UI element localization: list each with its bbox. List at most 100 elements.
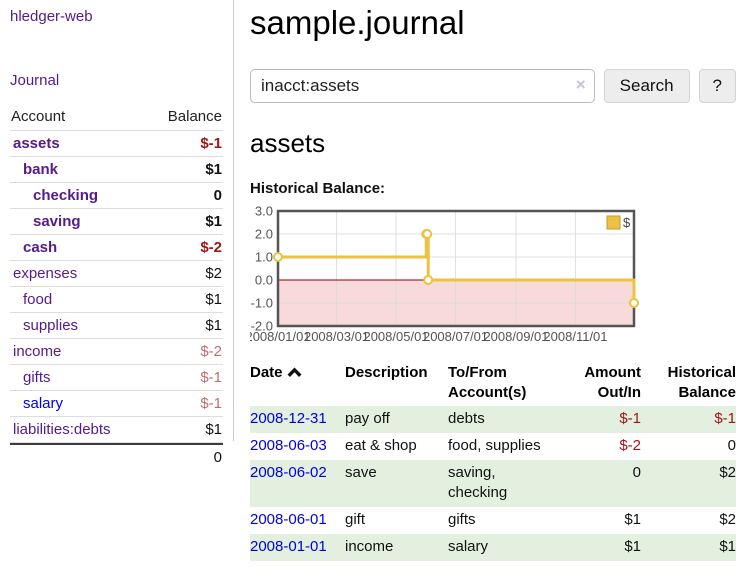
- register-row: 2008-06-03 eat & shop food, supplies $-2 0: [250, 433, 736, 460]
- svg-text:3.0: 3.0: [255, 205, 273, 219]
- account-row-supplies: supplies $1: [10, 313, 223, 339]
- register-amount: $1: [548, 534, 641, 561]
- accounts-header-account: Account: [11, 108, 66, 125]
- account-row-liabilities-debts: liabilities:debts $1: [10, 417, 223, 443]
- register-date-link[interactable]: 2008-01-01: [250, 538, 327, 555]
- register-accounts: debts: [448, 406, 548, 433]
- accounts-total-row: 0: [10, 443, 223, 470]
- account-row-expenses: expenses $2: [10, 261, 223, 287]
- register-date-link[interactable]: 2008-06-02: [250, 464, 327, 481]
- accounts-table-header: Account Balance: [10, 106, 223, 131]
- account-link-checking[interactable]: checking: [33, 187, 99, 204]
- svg-text:-2.0: -2.0: [251, 319, 273, 334]
- account-balance: $1: [205, 317, 222, 334]
- clear-search-icon[interactable]: ×: [575, 75, 586, 94]
- account-row-food: food $1: [10, 287, 223, 313]
- svg-text:1.0: 1.0: [255, 250, 273, 265]
- svg-text:2008/09/01: 2008/09/01: [483, 329, 548, 344]
- register-header-description: Description: [345, 364, 428, 381]
- account-balance: $1: [205, 161, 222, 178]
- search-box: ×: [250, 69, 595, 103]
- register-amount: $-2: [619, 437, 641, 454]
- register-description: gift: [345, 511, 366, 528]
- register-date-link[interactable]: 2008-06-01: [250, 511, 327, 528]
- account-link-supplies[interactable]: supplies: [23, 317, 79, 334]
- account-link-income[interactable]: income: [13, 343, 62, 360]
- account-link-gifts[interactable]: gifts: [23, 369, 51, 386]
- svg-text:2.0: 2.0: [255, 227, 273, 242]
- register-accounts: saving, checking: [448, 460, 548, 507]
- account-row-gifts: gifts $-1: [10, 365, 223, 391]
- account-row-salary: salary $-1: [10, 391, 223, 417]
- accounts-table: Account Balance assets $-1 bank $1 checking 0…: [10, 106, 223, 470]
- svg-text:2008/11/01: 2008/11/01: [543, 329, 607, 344]
- account-link-assets[interactable]: assets: [13, 135, 60, 152]
- register-amount: $1: [624, 511, 641, 528]
- account-balance: $-1: [200, 369, 222, 386]
- account-balance: $-1: [200, 135, 222, 152]
- svg-text:2008/07/01: 2008/07/01: [423, 329, 488, 344]
- register-description: save: [345, 460, 448, 507]
- svg-text:$: $: [623, 215, 631, 230]
- register-balance: $-1: [641, 406, 736, 433]
- register-header-balance: Historical Balance: [667, 364, 736, 401]
- register-accounts: salary: [448, 534, 548, 561]
- account-balance: $-2: [200, 343, 222, 360]
- chart-title: Historical Balance:: [250, 180, 386, 197]
- register-row: 2008-12-31 pay off debts $-1 $-1: [250, 406, 736, 433]
- register-balance: $1: [641, 534, 736, 561]
- register-header-date[interactable]: Date: [250, 361, 345, 406]
- register-table: Date Description To/From Account(s) Amou…: [250, 361, 736, 561]
- svg-text:2008/01/01: 2008/01/01: [250, 329, 311, 344]
- account-row-cash: cash $-2: [10, 235, 223, 261]
- search-button[interactable]: Search: [603, 69, 690, 103]
- register-balance: $2: [719, 511, 736, 528]
- help-button[interactable]: ?: [698, 69, 736, 103]
- account-row-saving: saving $1: [10, 209, 223, 235]
- svg-text:-1.0: -1.0: [251, 296, 273, 311]
- account-row-checking: checking 0: [10, 183, 223, 209]
- register-header-amount: Amount Out/In: [584, 364, 641, 401]
- register-amount: $-1: [548, 406, 641, 433]
- account-balance: $1: [205, 291, 222, 308]
- sidebar-item-journal[interactable]: Journal: [10, 72, 60, 89]
- app-title-link[interactable]: hledger-web: [10, 8, 93, 25]
- account-link-liabilities-debts[interactable]: liabilities:debts: [13, 421, 111, 438]
- accounts-total-value: 0: [213, 449, 222, 466]
- historical-balance-chart[interactable]: $3.0 2.0 1.0 0.0 -1.0 -2.0 2008/01/01 2008/03/0…: [245, 204, 736, 347]
- svg-text:2008/05/01: 2008/05/01: [363, 329, 428, 344]
- register-description: income: [345, 534, 448, 561]
- register-date-link[interactable]: 2008-06-03: [250, 437, 327, 454]
- register-row: 2008-06-01 gift gifts $1 $2: [250, 507, 736, 534]
- account-row-bank: bank $1: [10, 157, 223, 183]
- register-amount: 0: [548, 460, 641, 507]
- account-link-food[interactable]: food: [23, 291, 53, 308]
- register-description: eat & shop: [345, 437, 417, 454]
- search-input[interactable]: [250, 69, 595, 103]
- account-link-expenses[interactable]: expenses: [13, 265, 78, 282]
- account-link-salary[interactable]: salary: [23, 395, 64, 412]
- register-row: 2008-01-01 income salary $1 $1: [250, 534, 736, 561]
- account-link-cash[interactable]: cash: [23, 239, 58, 256]
- accounts-header-balance: Balance: [167, 108, 222, 125]
- register-header-accounts: To/From Account(s): [448, 364, 527, 401]
- register-date-link[interactable]: 2008-12-31: [250, 410, 327, 427]
- register-header-row: Date Description To/From Account(s) Amou…: [250, 361, 736, 406]
- search-form: × Search ?: [250, 69, 736, 103]
- account-link-saving[interactable]: saving: [33, 213, 81, 230]
- account-link-bank[interactable]: bank: [23, 161, 59, 178]
- account-heading: assets: [250, 128, 326, 158]
- register-row: 2008-06-02 save saving, checking 0 $2: [250, 460, 736, 507]
- account-balance: $1: [205, 213, 222, 230]
- account-balance: 0: [213, 187, 222, 204]
- register-balance: $2: [641, 460, 736, 507]
- sidebar: hledger-web Journal Account Balance asse…: [0, 0, 234, 466]
- main-content: sample.journal × Search ? assets Histori…: [245, 0, 736, 561]
- account-balance: $-1: [200, 395, 222, 412]
- account-balance: $-2: [200, 239, 222, 256]
- account-balance: $2: [205, 265, 222, 282]
- account-row-assets: assets $-1: [10, 131, 223, 157]
- register-balance: 0: [727, 437, 736, 454]
- register-accounts: food, supplies: [448, 437, 541, 454]
